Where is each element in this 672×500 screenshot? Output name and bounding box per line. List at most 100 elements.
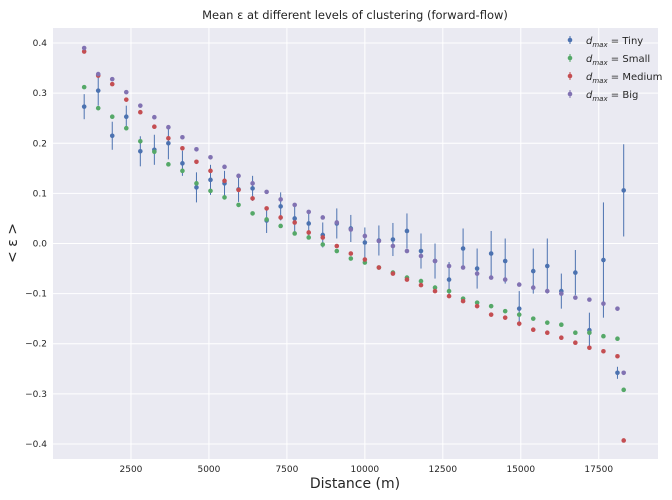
data-point xyxy=(166,135,171,141)
data-point xyxy=(615,353,620,359)
data-point xyxy=(362,257,368,262)
data-point xyxy=(109,114,115,120)
data-point xyxy=(222,164,227,170)
data-point xyxy=(222,195,227,200)
series-tiny xyxy=(81,75,626,379)
data-point xyxy=(488,303,494,309)
data-point xyxy=(516,282,522,287)
data-point xyxy=(292,231,297,236)
data-point xyxy=(530,316,536,321)
data-point xyxy=(236,173,241,179)
data-point xyxy=(320,242,326,247)
data-point xyxy=(587,330,592,336)
data-point xyxy=(390,243,396,249)
data-point xyxy=(123,114,129,120)
data-point xyxy=(348,256,354,261)
y-axis-label: < ε > xyxy=(5,223,21,263)
data-point xyxy=(306,230,312,235)
data-point xyxy=(559,322,564,327)
data-point xyxy=(180,134,185,140)
data-point xyxy=(587,345,592,351)
data-point xyxy=(615,370,620,376)
data-point xyxy=(516,321,522,326)
x-tick-label: 7500 xyxy=(275,465,298,475)
data-point xyxy=(208,155,213,160)
data-point xyxy=(180,145,185,151)
legend-label: dmax = Medium xyxy=(586,72,662,85)
data-point xyxy=(460,246,466,251)
data-point xyxy=(446,277,452,282)
x-tick-label: 12500 xyxy=(428,465,457,475)
data-point xyxy=(306,235,312,240)
data-point xyxy=(194,185,199,190)
data-point xyxy=(250,186,255,191)
data-point xyxy=(432,258,438,264)
data-point xyxy=(250,211,255,216)
data-point xyxy=(432,285,438,290)
legend-marker xyxy=(567,91,573,97)
data-point xyxy=(390,237,396,242)
y-tick-label: 0.2 xyxy=(33,139,47,149)
data-point xyxy=(123,89,129,95)
data-point xyxy=(446,288,452,294)
y-tick-label: 0.0 xyxy=(33,240,48,250)
data-point xyxy=(530,268,536,274)
series-big xyxy=(81,45,626,376)
data-point xyxy=(123,97,129,102)
data-point xyxy=(334,243,340,249)
x-tick-label: 10000 xyxy=(351,465,380,475)
data-point xyxy=(123,125,129,131)
data-point xyxy=(530,327,536,333)
data-point xyxy=(376,265,382,270)
data-point xyxy=(615,306,620,311)
data-point xyxy=(194,181,199,186)
legend: dmax = Tiny dmax = Small dmax = Medium dmax… xyxy=(567,36,662,103)
data-point xyxy=(474,300,480,305)
data-point xyxy=(474,303,480,309)
data-point xyxy=(81,45,87,51)
data-point xyxy=(390,271,396,276)
data-point xyxy=(559,335,564,341)
data-point xyxy=(573,295,578,300)
series-medium xyxy=(81,49,626,443)
y-tick-label: −0.4 xyxy=(25,440,47,450)
data-point xyxy=(180,161,185,166)
data-point xyxy=(292,216,297,221)
data-point xyxy=(109,81,115,87)
data-point xyxy=(236,187,241,193)
data-point xyxy=(544,330,550,336)
x-tick-label: 5000 xyxy=(197,465,220,475)
y-tick-label: −0.1 xyxy=(25,290,47,300)
data-point xyxy=(404,248,410,254)
data-point xyxy=(516,312,522,317)
data-point xyxy=(516,306,522,311)
data-point xyxy=(152,114,157,120)
data-point xyxy=(264,206,269,211)
data-point xyxy=(544,320,550,325)
legend-label: dmax = Tiny xyxy=(586,36,643,49)
legend-marker xyxy=(567,55,573,61)
data-point xyxy=(601,301,606,306)
data-point xyxy=(166,124,171,130)
data-point xyxy=(250,181,255,186)
data-point xyxy=(152,149,157,155)
data-point xyxy=(95,71,101,77)
data-point xyxy=(166,162,171,167)
data-point xyxy=(264,217,269,222)
data-point xyxy=(621,438,626,443)
data-point xyxy=(621,370,626,376)
data-point xyxy=(573,340,578,346)
data-point xyxy=(404,277,410,282)
data-point xyxy=(621,387,626,393)
data-point xyxy=(601,333,606,339)
data-point xyxy=(95,88,101,93)
legend-marker xyxy=(567,37,573,43)
data-point xyxy=(502,258,508,264)
data-point xyxy=(432,288,438,294)
chart-title: Mean ε at different levels of clustering… xyxy=(202,8,508,22)
data-point xyxy=(278,197,283,202)
data-point xyxy=(488,251,494,256)
data-point xyxy=(559,291,564,296)
data-point xyxy=(152,124,157,130)
